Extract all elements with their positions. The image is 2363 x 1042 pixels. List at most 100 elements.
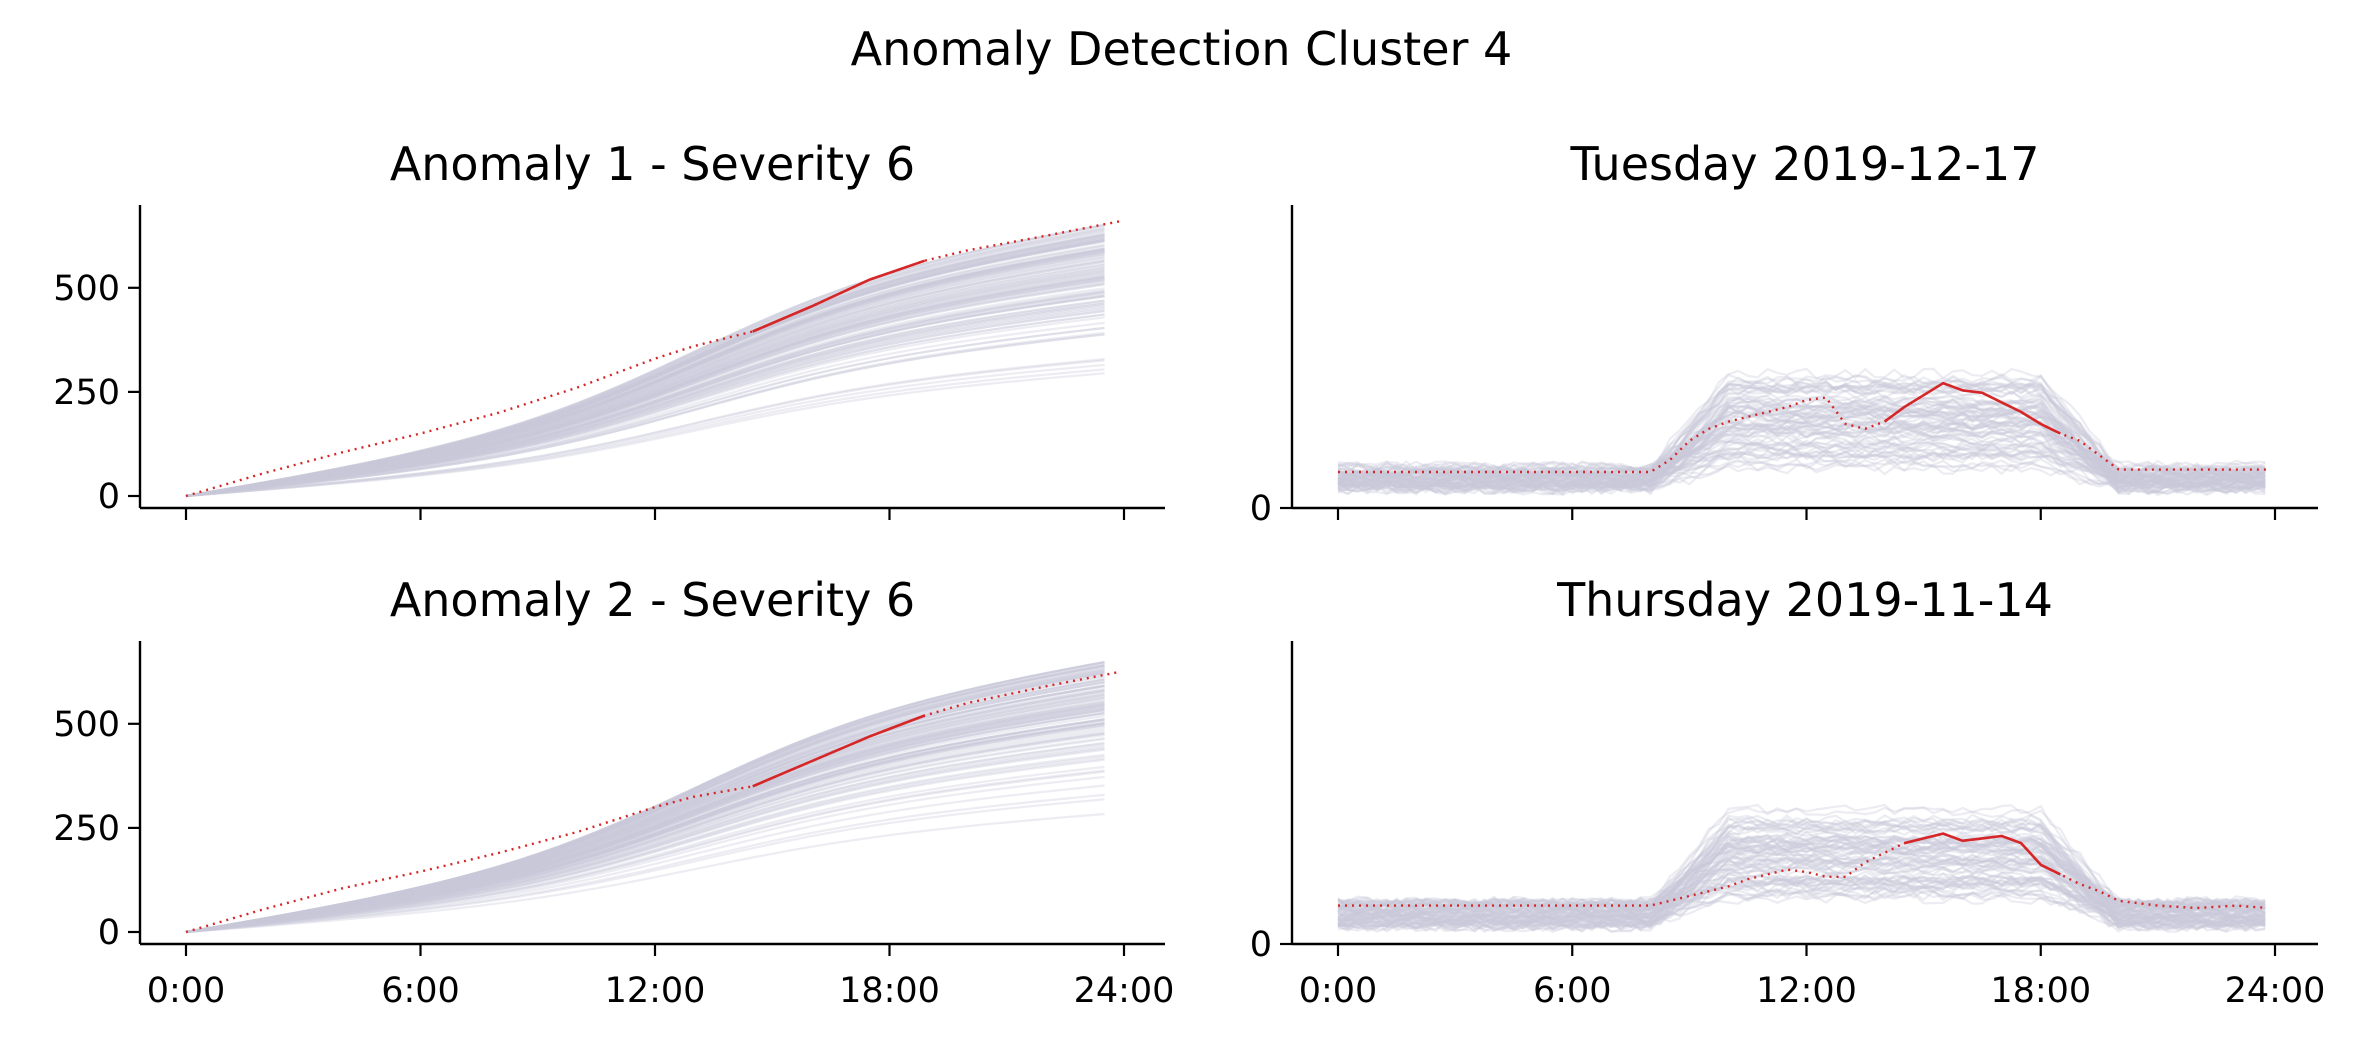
background-series: [1337, 850, 2266, 919]
background-series: [185, 714, 1105, 934]
background-series: [185, 313, 1105, 498]
background-series: [185, 223, 1105, 498]
background-series: [1337, 875, 2266, 913]
background-series: [185, 708, 1105, 934]
background-series: [185, 279, 1105, 498]
background-series: [185, 718, 1105, 934]
background-series: [185, 704, 1105, 934]
background-series: [185, 748, 1105, 934]
figure-title: Anomaly Detection Cluster 4: [850, 22, 1513, 76]
background-series: [1337, 439, 2266, 494]
background-series: [185, 725, 1105, 934]
background-series: [1337, 893, 2266, 928]
background-series: [185, 240, 1105, 498]
background-series: [185, 291, 1105, 498]
background-series: [1337, 381, 2266, 475]
y-tick-label: 500: [53, 269, 120, 309]
background-series: [185, 258, 1105, 498]
background-series: [1337, 877, 2266, 912]
background-series: [185, 700, 1105, 934]
background-series: [185, 678, 1105, 934]
x-tick-label: 12:00: [1756, 971, 1857, 1011]
background-series: [185, 291, 1105, 498]
background-series: [185, 705, 1105, 934]
background-series: [1337, 861, 2266, 926]
background-series: [185, 678, 1105, 934]
background-series-group: [185, 660, 1105, 934]
background-series: [1337, 382, 2266, 483]
background-series: [185, 248, 1105, 498]
background-series: [1337, 427, 2266, 490]
background-series: [185, 734, 1105, 934]
background-series: [185, 681, 1105, 934]
background-series: [185, 224, 1105, 498]
background-series: [1337, 378, 2266, 480]
background-series: [1338, 842, 2266, 916]
background-series: [1337, 871, 2266, 923]
background-series: [185, 230, 1105, 498]
background-series: [185, 235, 1105, 498]
background-series: [185, 684, 1105, 934]
background-series: [185, 295, 1105, 498]
background-series: [185, 667, 1105, 934]
background-series: [185, 708, 1105, 934]
background-series: [185, 294, 1105, 498]
background-series: [185, 706, 1105, 934]
background-series: [185, 268, 1105, 498]
background-series: [185, 223, 1105, 498]
y-tick-label: 250: [53, 373, 120, 413]
background-series: [185, 277, 1105, 498]
background-series: [185, 250, 1105, 498]
background-series: [185, 275, 1105, 498]
background-series: [1337, 841, 2266, 933]
background-series: [1337, 857, 2266, 934]
y-tick-label: 0: [1250, 489, 1272, 529]
background-series: [1337, 379, 2266, 486]
background-series: [185, 247, 1105, 498]
background-series: [1337, 881, 2266, 916]
background-series: [1337, 410, 2266, 487]
anomaly-series-dotted: [1338, 381, 2268, 474]
background-series: [185, 233, 1105, 498]
background-series: [185, 256, 1105, 498]
background-series: [185, 256, 1105, 498]
background-series: [185, 674, 1105, 934]
background-series: [185, 719, 1105, 934]
background-series: [1337, 833, 2266, 920]
background-series: [1337, 423, 2266, 491]
background-series: [185, 279, 1105, 498]
background-series: [1337, 820, 2266, 920]
background-series: [185, 708, 1105, 934]
y-tick-label: 0: [1250, 925, 1272, 965]
background-series: [185, 275, 1105, 498]
background-series: [185, 273, 1105, 498]
background-series: [185, 684, 1105, 934]
background-series: [1337, 806, 2266, 908]
background-series: [185, 678, 1105, 934]
background-series: [1337, 399, 2266, 490]
background-series: [1337, 410, 2266, 487]
background-series: [185, 769, 1105, 934]
background-series: [185, 664, 1105, 934]
background-series: [185, 718, 1105, 934]
background-series: [185, 721, 1105, 934]
background-series: [1337, 851, 2266, 915]
background-series: [185, 232, 1105, 498]
background-series: [185, 321, 1105, 498]
background-series: [1337, 818, 2266, 925]
background-series: [1337, 441, 2266, 482]
background-series: [185, 235, 1105, 498]
background-series: [185, 684, 1105, 934]
background-series: [1337, 449, 2266, 489]
background-series: [185, 263, 1105, 498]
background-series: [1337, 418, 2266, 478]
background-series: [185, 235, 1105, 498]
background-series: [185, 765, 1105, 934]
background-series: [185, 681, 1105, 934]
background-series: [1337, 876, 2266, 923]
background-series: [1337, 843, 2266, 921]
background-series: [1337, 452, 2266, 484]
background-series: [185, 333, 1105, 498]
subplot-1: Anomaly 1 - Severity 6 0 250 500: [53, 137, 1165, 520]
background-series: [1337, 834, 2266, 926]
